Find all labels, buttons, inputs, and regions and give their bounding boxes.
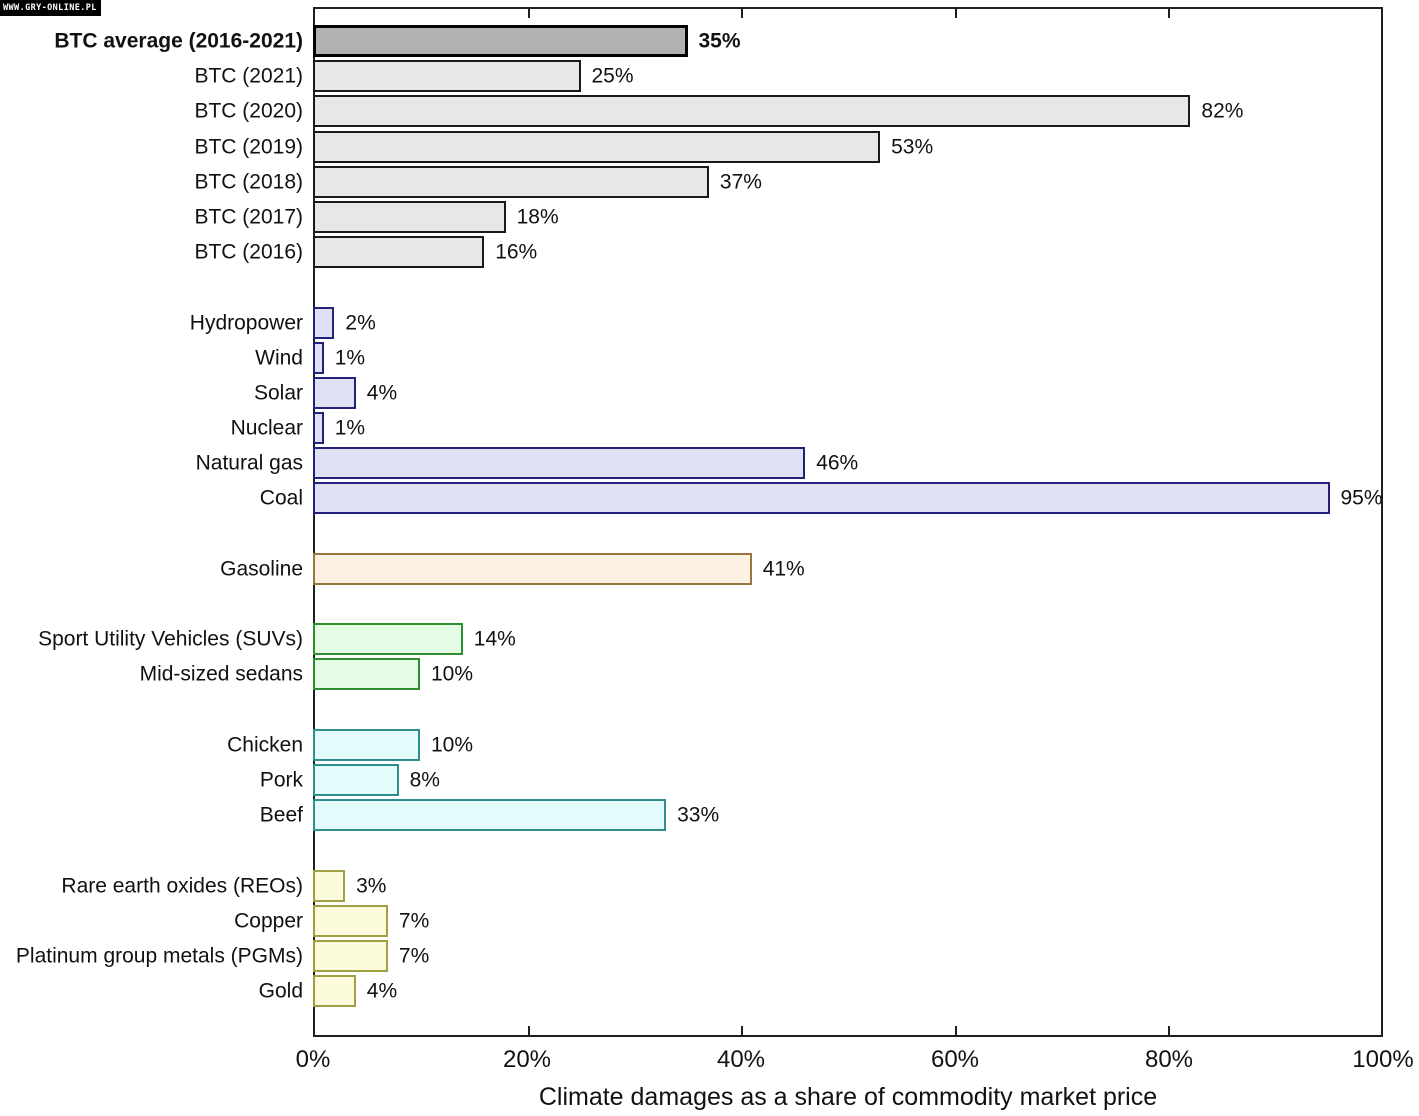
x-tick-mark-top xyxy=(528,9,531,18)
x-tick-label: 80% xyxy=(1144,1046,1194,1073)
x-tick-mark-top xyxy=(954,9,957,18)
value-label: 1% xyxy=(334,346,366,370)
category-label: Nuclear xyxy=(230,416,303,440)
x-tick-label: 60% xyxy=(930,1046,980,1073)
category-label: BTC (2017) xyxy=(194,205,303,229)
x-tick-label: 40% xyxy=(716,1046,766,1073)
value-label: 3% xyxy=(356,874,387,898)
bar-bitcoin-years xyxy=(313,95,1191,128)
bar-metals xyxy=(313,975,356,1008)
category-label: Sport Utility Vehicles (SUVs) xyxy=(38,627,303,651)
bar-meat xyxy=(313,799,667,832)
bar-electricity xyxy=(313,412,324,445)
bar-vehicles xyxy=(313,658,420,691)
value-label: 7% xyxy=(398,909,430,933)
x-tick-mark-bottom xyxy=(1381,1026,1383,1035)
bar-bitcoin-years xyxy=(313,200,506,233)
value-label: 16% xyxy=(495,240,538,264)
x-axis-title: Climate damages as a share of commodity … xyxy=(538,1083,1158,1111)
bar-vehicles xyxy=(313,623,463,656)
x-tick-mark-top xyxy=(1167,9,1170,18)
value-label: 7% xyxy=(398,944,430,968)
value-label: 2% xyxy=(345,311,376,335)
category-label: BTC average (2016-2021) xyxy=(54,29,303,53)
category-label: Mid-sized sedans xyxy=(139,662,303,686)
x-tick-mark-bottom xyxy=(954,1026,957,1035)
category-label: BTC (2019) xyxy=(194,135,303,159)
x-tick-label: 100% xyxy=(1352,1046,1414,1073)
bar-bitcoin-years xyxy=(313,60,581,93)
value-label: 18% xyxy=(516,205,559,229)
x-tick-label: 20% xyxy=(502,1046,552,1073)
category-label: Chicken xyxy=(227,733,303,757)
value-label: 95% xyxy=(1340,486,1383,510)
category-label: Gasoline xyxy=(220,557,303,581)
bar-meat xyxy=(313,728,420,761)
x-tick-label: 0% xyxy=(295,1046,331,1073)
bar-electricity xyxy=(313,447,806,480)
category-label: Wind xyxy=(255,346,303,370)
category-label: Gold xyxy=(258,979,303,1003)
bar-bitcoin-years xyxy=(313,165,709,198)
category-label: Rare earth oxides (REOs) xyxy=(61,874,303,898)
bar-bitcoin-average xyxy=(313,25,688,57)
bar-bitcoin-years xyxy=(313,130,881,163)
category-label: Platinum group metals (PGMs) xyxy=(15,944,303,968)
category-label: BTC (2016) xyxy=(194,240,303,264)
bar-metals xyxy=(313,904,388,937)
bar-electricity xyxy=(313,306,335,339)
value-label: 4% xyxy=(366,979,398,1003)
bar-metals xyxy=(313,869,346,902)
value-label: 1% xyxy=(334,416,366,440)
category-label: BTC (2018) xyxy=(194,170,303,194)
value-label: 10% xyxy=(431,733,474,757)
x-tick-mark-top xyxy=(741,9,744,18)
bar-electricity xyxy=(313,376,356,409)
value-label: 41% xyxy=(762,557,805,581)
bar-meat xyxy=(313,763,399,796)
category-label: BTC (2020) xyxy=(194,99,303,123)
x-tick-mark-bottom xyxy=(1167,1026,1170,1035)
value-label: 8% xyxy=(409,768,440,792)
category-label: Pork xyxy=(259,768,303,792)
watermark: WWW.GRY-ONLINE.PL xyxy=(0,0,101,16)
bar-bitcoin-years xyxy=(313,236,485,269)
bar-metals xyxy=(313,939,388,972)
bar-electricity xyxy=(313,341,324,374)
value-label: 82% xyxy=(1201,99,1244,123)
category-label: Coal xyxy=(259,486,303,510)
value-label: 14% xyxy=(473,627,516,651)
category-label: BTC (2021) xyxy=(194,64,303,88)
value-label: 35% xyxy=(698,29,741,53)
value-label: 46% xyxy=(816,451,859,475)
value-label: 53% xyxy=(891,135,934,159)
category-label: Beef xyxy=(259,803,303,827)
value-label: 10% xyxy=(431,662,474,686)
value-label: 37% xyxy=(719,170,762,194)
x-tick-mark-bottom xyxy=(528,1026,531,1035)
value-label: 25% xyxy=(591,64,634,88)
category-label: Solar xyxy=(253,381,303,405)
x-tick-mark-bottom xyxy=(741,1026,744,1035)
x-tick-mark-top xyxy=(1381,9,1383,18)
bar-electricity xyxy=(313,482,1330,515)
value-label: 4% xyxy=(366,381,398,405)
value-label: 33% xyxy=(677,803,720,827)
category-label: Natural gas xyxy=(195,451,303,475)
bar-fuel xyxy=(313,552,752,585)
category-label: Hydropower xyxy=(189,311,303,335)
category-label: Copper xyxy=(234,909,303,933)
